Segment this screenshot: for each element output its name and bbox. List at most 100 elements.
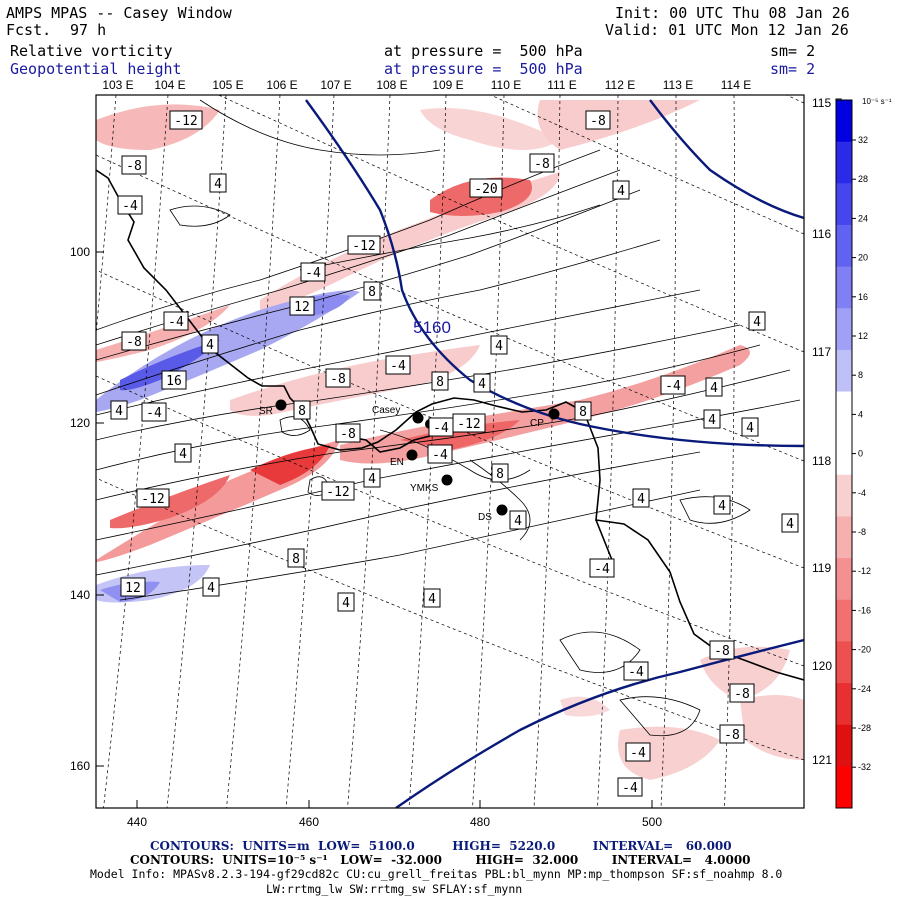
vort-label: 4 [753,315,761,330]
vort-label: -4 [594,562,610,577]
vort-label-box [347,235,381,255]
x-tick-label: 440 [127,815,147,829]
colorbar-swatch [836,100,852,143]
field-1-name: Relative vorticity [10,42,173,60]
colorbar-tick: 16 [858,292,868,302]
colorbar-swatch [836,391,852,434]
vort-label-box [625,742,651,762]
colorbar-tick: -16 [858,605,871,615]
vort-label: -8 [590,114,606,129]
vort-label-box [141,402,167,422]
vort-label-box [490,335,508,355]
vort-label: 4 [710,381,718,396]
vort-label-box [709,640,735,660]
vort-label-box [121,155,147,175]
colorbar-swatch [836,474,852,517]
vort-label: -8 [714,644,730,659]
station-en-label: EN [390,457,404,468]
colorbar-swatch [836,599,852,642]
vort-label: -20 [474,182,497,197]
vort-label: -12 [174,114,197,129]
station-casey-marker [412,412,424,424]
vort-label: 4 [746,421,754,436]
vort-label: -4 [432,448,448,463]
vort-label: 4 [179,447,187,462]
colorbar-swatch [836,433,852,476]
vort-label-box [428,417,454,437]
station-sr-label: SR [259,406,273,417]
height-contours [305,99,804,808]
vort-label: -12 [326,485,349,500]
vort-label-box [325,368,351,388]
vort-label: 4 [342,596,350,611]
field-1-level: at pressure = 500 hPa [384,42,583,60]
station-sr-marker [275,399,287,411]
lon-label: 113 E [663,78,693,92]
station-ds-marker [496,504,508,516]
colorbar-tick: 32 [858,135,868,145]
vort-label-box [121,331,147,351]
vort-label-box [585,110,611,130]
y-tick-label: 140 [70,588,90,602]
lat-label: 117 E [812,345,842,359]
vort-label-box [491,463,509,483]
field-2-level: at pressure = 500 hPa [384,60,583,78]
fcst-label: Fcst. [6,21,52,39]
vort-label-box [473,373,491,393]
vort-label: 4 [514,514,522,529]
vort-label-box [289,296,315,316]
model-info: Model Info: MPASv8.2.3-194-gf29cd82c CU:… [90,867,783,881]
vort-label-box [209,173,227,193]
colorbar-swatch [836,558,852,601]
vort-label-box [120,577,146,597]
latlon-grid [96,95,804,808]
vort-label-box [741,417,759,437]
colorbar-tick: -8 [858,527,866,537]
colorbar-swatch [836,724,852,767]
title: AMPS MPAS -- Casey Window [6,4,232,22]
vort-label: -4 [628,665,644,680]
vort-label: 4 [368,472,376,487]
vort-label: 4 [207,581,215,596]
vort-label: -12 [457,417,480,432]
vort-label: -4 [390,359,406,374]
vort-label-box [427,444,453,464]
vort-label-box [431,371,449,391]
field-2-name: Geopotential height [10,60,182,78]
vort-label-box [509,510,527,530]
vort-label: 8 [368,285,376,300]
colorbar-swatch [836,266,852,309]
vort-label-box [117,195,143,215]
stations: SR Casey CP EN YMKS DS [259,399,560,523]
colorbar-swatch [836,183,852,226]
vort-label: -4 [433,421,449,436]
vort-label-box [612,180,630,200]
vorticity-contour-info: CONTOURS: UNITS=10⁻⁵ s⁻¹ LOW= -32.000 HI… [130,853,751,867]
vort-label-box [589,558,615,578]
station-en-marker [406,449,418,461]
vort-label: 8 [298,404,306,419]
colorbar-tick: -32 [858,762,871,772]
vort-label: -4 [168,315,184,330]
station-ds-label: DS [478,512,492,523]
vort-label: -4 [665,379,681,394]
vort-label-box [110,400,128,420]
vort-label-box [169,110,203,130]
station-cp-label: CP [530,418,544,429]
lon-label: 107 E [320,78,351,92]
lon-label: 103 E [102,78,133,92]
lat-label: 116 E [812,227,842,241]
vort-label: 8 [579,405,587,420]
colorbar-swatch [836,349,852,393]
vort-label: 12 [125,581,141,596]
vort-label-box [363,281,381,301]
lon-label: 114 E [721,78,751,92]
x-tick-label: 480 [470,815,490,829]
colorbar-tick: 20 [858,253,868,263]
plot-frame [95,94,805,809]
y-tick-label: 160 [70,759,90,773]
lon-label: 106 E [266,78,297,92]
vort-label-box [202,577,220,597]
colorbar-swatch [836,224,852,268]
vort-label-box [136,488,170,508]
